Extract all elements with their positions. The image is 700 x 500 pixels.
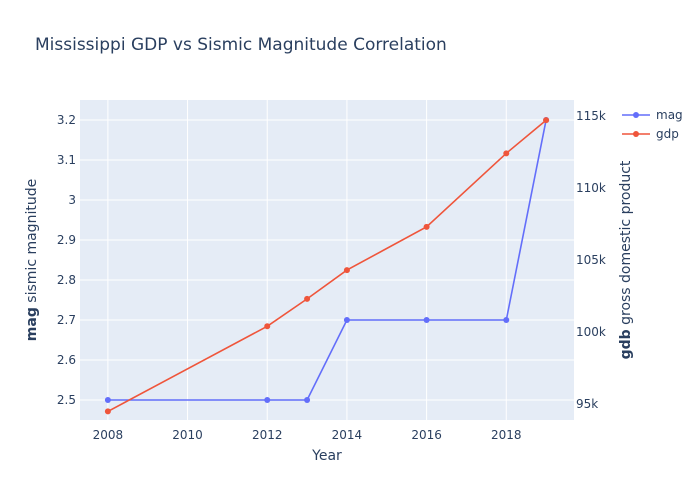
data-point-mag	[343, 317, 350, 323]
right-y-axis-ticks: 95k 100k 105k 110k 115k	[576, 109, 606, 411]
right-y-tick-label: 115k	[576, 109, 606, 123]
x-tick-label: 2008	[93, 428, 124, 442]
right-y-tick-label: 110k	[576, 181, 606, 195]
data-point-mag	[423, 317, 430, 323]
right-y-tick-label: 100k	[576, 325, 606, 339]
left-y-tick-label: 2.8	[57, 273, 76, 287]
legend-marker-gdp	[633, 131, 639, 137]
data-point-gdp	[264, 323, 271, 330]
data-point-gdp	[104, 408, 111, 415]
x-tick-label: 2012	[252, 428, 283, 442]
data-point-gdp	[543, 117, 550, 124]
plot-area	[80, 100, 574, 420]
data-point-mag	[264, 397, 271, 403]
left-y-tick-label: 3.2	[57, 113, 76, 127]
chart-title: Mississippi GDP vs Sismic Magnitude Corr…	[35, 35, 447, 55]
legend-item-gdp[interactable]: gdp	[622, 127, 679, 141]
left-y-tick-label: 2.6	[57, 353, 76, 367]
left-y-axis-title-bold: mag	[24, 307, 40, 341]
right-y-axis-title-rest: gross domestic product	[618, 160, 634, 329]
gridlines	[80, 100, 574, 420]
legend-marker-mag	[633, 112, 639, 118]
left-y-tick-label: 2.5	[57, 393, 76, 407]
right-y-axis-title-bold: gdb	[618, 329, 634, 359]
data-point-gdp	[304, 295, 311, 302]
data-point-gdp	[423, 223, 430, 230]
x-tick-label: 2018	[491, 428, 522, 442]
left-y-axis-title-rest: sismic magnitude	[24, 179, 40, 307]
legend-item-mag[interactable]: mag	[622, 108, 683, 122]
right-y-tick-label: 105k	[576, 253, 606, 267]
x-tick-label: 2016	[411, 428, 442, 442]
data-point-mag	[104, 397, 111, 403]
data-point-mag	[503, 317, 510, 323]
data-point-mag	[304, 397, 311, 403]
right-y-axis-title: gdb gross domestic product	[618, 160, 634, 359]
left-y-tick-label: 3	[68, 193, 76, 207]
legend[interactable]: mag gdp	[622, 108, 683, 141]
legend-label-mag: mag	[656, 108, 683, 122]
x-tick-label: 2014	[332, 428, 363, 442]
left-y-axis-ticks: 2.5 2.6 2.7 2.8 2.9 3 3.1 3.2	[57, 113, 76, 407]
x-axis-title: Year	[311, 448, 342, 464]
right-y-tick-label: 95k	[576, 397, 598, 411]
left-y-axis-title: mag sismic magnitude	[24, 179, 40, 341]
x-axis-ticks: 2008 2010 2012 2014 2016 2018	[93, 428, 522, 442]
legend-label-gdp: gdp	[656, 127, 679, 141]
left-y-tick-label: 2.9	[57, 233, 76, 247]
series-layer	[104, 117, 550, 415]
left-y-tick-label: 2.7	[57, 313, 76, 327]
data-point-gdp	[503, 150, 510, 157]
left-y-tick-label: 3.1	[57, 153, 76, 167]
data-point-gdp	[343, 267, 350, 274]
x-tick-label: 2010	[172, 428, 203, 442]
